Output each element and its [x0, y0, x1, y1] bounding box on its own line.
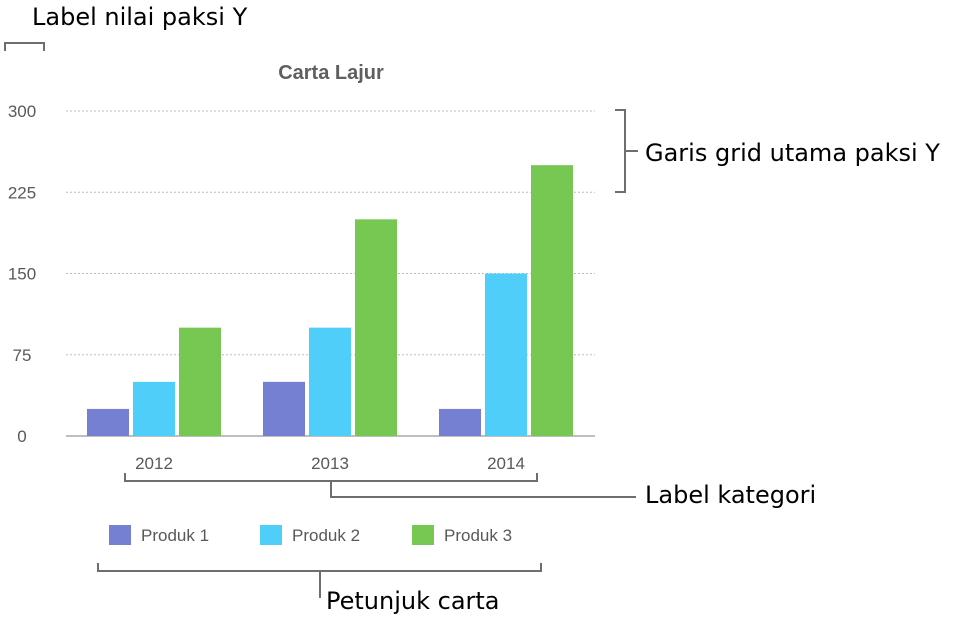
- bar: [439, 408, 481, 436]
- annotation-brackets: [4, 42, 638, 598]
- y-tick-label: 225: [8, 183, 36, 202]
- legend-label: Produk 2: [292, 526, 360, 545]
- y-tick-label: 75: [13, 346, 32, 365]
- bar: [133, 381, 175, 436]
- bars-layer: [87, 165, 573, 436]
- bar: [87, 408, 129, 436]
- legend-annotation: Petunjuk carta: [326, 587, 500, 615]
- y-value-label-annotation: Label nilai paksi Y: [32, 3, 248, 31]
- bar: [355, 219, 397, 436]
- category-label-annotation: Label kategori: [645, 481, 817, 509]
- bar: [179, 327, 221, 436]
- category-bracket: [124, 473, 636, 498]
- gridline-bracket: [615, 109, 638, 193]
- x-tick-label: 2013: [311, 454, 349, 473]
- bar: [485, 273, 527, 436]
- legend-layer: Produk 1 Produk 2 Produk 3: [109, 525, 512, 545]
- legend-swatch: [109, 525, 131, 545]
- legend-label: Produk 1: [141, 526, 209, 545]
- chart-title: Carta Lajur: [278, 62, 384, 84]
- legend-label: Produk 3: [444, 526, 512, 545]
- y-tick-label: 150: [8, 265, 36, 284]
- bar: [309, 327, 351, 436]
- text-layer: Carta Lajur 0 75 150 225 300 2012 2013 2014: [8, 62, 525, 473]
- legend-bracket: [97, 563, 542, 598]
- y-tick-label: 300: [8, 102, 36, 121]
- legend-swatch: [260, 525, 282, 545]
- major-gridlines-annotation: Garis grid utama paksi Y: [645, 139, 940, 167]
- bar: [531, 165, 573, 436]
- y-tick-label: 0: [17, 427, 26, 446]
- legend-swatch: [412, 525, 434, 545]
- x-tick-label: 2014: [487, 454, 525, 473]
- y-label-bracket: [4, 42, 45, 51]
- x-tick-label: 2012: [135, 454, 173, 473]
- bar: [263, 381, 305, 436]
